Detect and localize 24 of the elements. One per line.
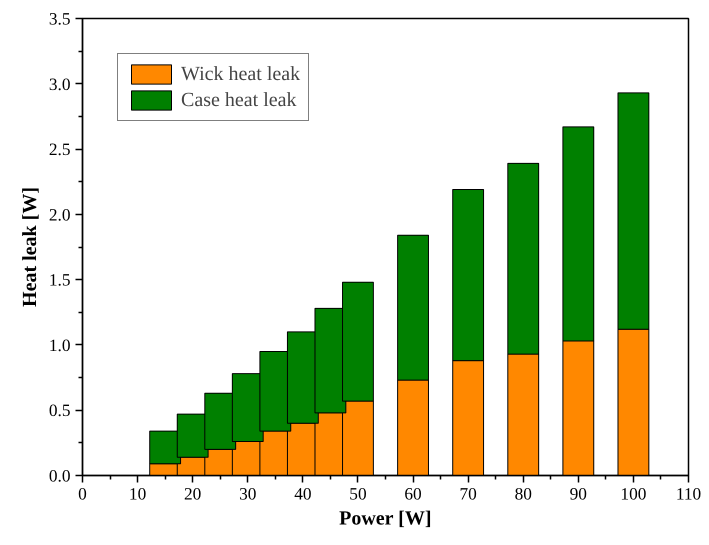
x-tick-label: 20: [184, 484, 202, 504]
y-tick-label: 0.5: [48, 401, 71, 420]
x-tick-label: 100: [620, 484, 646, 504]
x-tick-label: 50: [349, 484, 367, 504]
y-tick-label: 2.5: [48, 140, 71, 160]
y-tick-label: 0.0: [48, 466, 71, 486]
x-tick-label: 60: [404, 484, 422, 504]
x-tick-label: 70: [459, 484, 477, 504]
y-tick-label: 1.5: [48, 270, 71, 290]
y-tick-label: 2.0: [48, 205, 71, 224]
y-tick-label: 3.5: [48, 10, 71, 28]
x-axis-title: Power [W]: [339, 508, 432, 530]
y-tick-label: 1.0: [48, 336, 71, 355]
x-tick-label: 10: [128, 484, 146, 504]
y-axis-title: Heat leak [W]: [18, 187, 41, 307]
x-tick-label: 110: [676, 484, 702, 504]
x-tick-label: 40: [294, 484, 312, 504]
legend-label: Case heat leak: [181, 88, 296, 112]
x-tick-label: 30: [239, 484, 256, 504]
legend-label: Wick heat leak: [181, 62, 300, 86]
x-tick-label: 0: [78, 484, 87, 504]
y-tick-label: 3.0: [48, 74, 71, 94]
x-tick-label: 90: [570, 484, 587, 504]
x-tick-label: 80: [514, 484, 532, 504]
